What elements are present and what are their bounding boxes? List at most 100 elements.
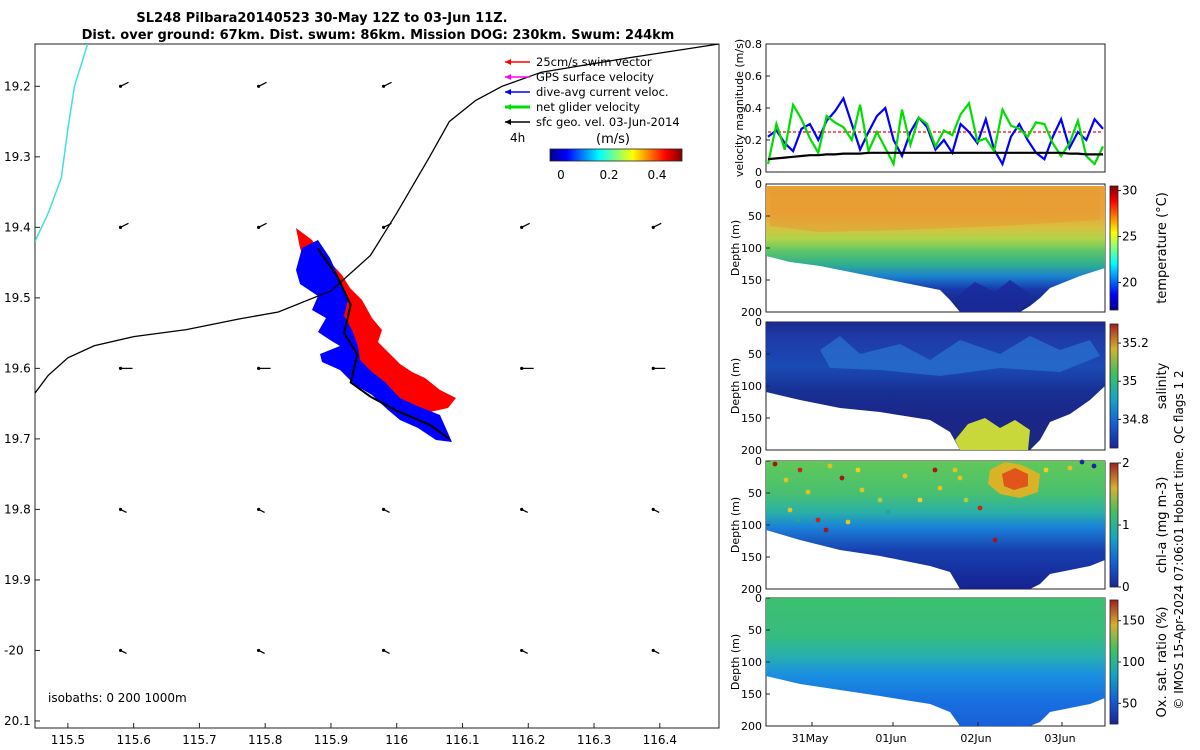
colorbar-label: Ox. sat. ratio (%) <box>1155 607 1170 718</box>
map-cbar-tick-0: 0 <box>557 168 565 182</box>
chl-point <box>992 537 998 543</box>
salinity-surface-patches <box>820 336 1100 376</box>
chl-point <box>772 461 778 467</box>
map-y-tick-label: 19.7 <box>4 432 31 446</box>
chl-point <box>957 475 963 481</box>
velocity-y-axis: 0 0.2 0.4 0.6 0.8 <box>745 38 770 179</box>
depth-tick-label: 50 <box>748 487 762 500</box>
salinity-bottom-high <box>955 418 1030 450</box>
legend-label: 25cm/s swim vector <box>536 55 652 69</box>
map-x-tick-label: 116.4 <box>643 733 677 747</box>
depth-tick-label: 150 <box>741 412 762 425</box>
legend-label: sfc geo. vel. 03-Jun-2014 <box>536 115 680 129</box>
chl-point <box>1091 463 1097 469</box>
current-arrow-head <box>257 507 261 512</box>
depth-tick-label: 50 <box>748 210 762 223</box>
colorbar-tick-label: 50 <box>1122 696 1137 710</box>
depth-tick-label: 0 <box>755 592 762 605</box>
colorbar-tick-label: 34.8 <box>1122 412 1149 426</box>
current-arrow-head <box>520 366 524 370</box>
colorbar-tick-label: 2 <box>1122 456 1130 470</box>
velocity-y-tick-label: 0.8 <box>745 38 763 51</box>
colorbar-tick-label: 150 <box>1122 614 1145 628</box>
depth-tick-label: 50 <box>748 348 762 361</box>
map-x-tick-label: 116.3 <box>577 733 611 747</box>
colorbar-tick-label: 0 <box>1122 580 1130 594</box>
chart-title-line2: Dist. over ground: 67km. Dist. swum: 86k… <box>82 28 675 43</box>
map-panel: 115.5 115.6 115.7 115.8 115.9 116 116.1 116.2 11… <box>4 43 720 747</box>
section-colorbar <box>1109 323 1119 449</box>
map-x-tick-label: 115.5 <box>51 733 85 747</box>
colorbar-unit-label: (m/s) <box>596 132 630 147</box>
depth-tick-label: 200 <box>741 720 762 733</box>
velocity-ylabel: velocity magnitude (m/s) <box>733 39 746 177</box>
depth-tick-label: 0 <box>755 455 762 468</box>
time-tick-label: 31May <box>792 732 829 745</box>
chl-axes: 0 50 100 150 200 Depth (m) 2 1 0 chl-a (mg m-3) <box>729 455 1170 596</box>
current-arrow-head <box>257 84 261 88</box>
depth-tick-label: 100 <box>741 380 762 393</box>
time-tick-label: 03Jun <box>1044 732 1075 745</box>
depth-tick-label: 150 <box>741 688 762 701</box>
map-x-tick-label: 116 <box>385 733 408 747</box>
depth-axis-label: Depth (m) <box>729 358 742 414</box>
section-colorbar <box>1109 185 1119 311</box>
depth-tick-label: 200 <box>741 306 762 319</box>
depth-tick-label: 200 <box>741 583 762 596</box>
chl-point <box>885 509 891 515</box>
section-colorbar <box>1109 599 1119 725</box>
depth-axis-label: Depth (m) <box>729 497 742 553</box>
chl-point <box>827 463 833 469</box>
temperature-deep-patch <box>955 280 1030 312</box>
chl-point <box>1043 467 1049 473</box>
chl-point <box>805 489 811 495</box>
current-arrow-head <box>520 648 524 653</box>
chl-point <box>797 467 803 473</box>
salinity-panel: 0 50 100 150 200 Depth (m) 35.2 35 34.8 salinity <box>729 316 1170 457</box>
current-arrow-head <box>520 507 524 512</box>
chl-point <box>795 517 801 523</box>
colorbar-label: salinity <box>1155 362 1170 409</box>
chl-point <box>937 485 943 491</box>
chl-point <box>845 519 851 525</box>
colorbar-tick-label: 35.2 <box>1122 336 1149 350</box>
current-arrow-head <box>651 225 655 229</box>
chl-point <box>787 507 793 513</box>
map-x-tick-label: 115.6 <box>116 733 150 747</box>
temperature-axes: 0 50 100 150 200 Depth (m) 30 25 20 temperature (… <box>729 178 1170 319</box>
legend-label: net glider velocity <box>536 100 640 114</box>
chl-point <box>783 477 789 483</box>
current-arrow-head <box>651 366 655 370</box>
velocity-y-tick-label: 0.2 <box>745 134 763 147</box>
map-y-tick-label: 19.8 <box>4 502 31 516</box>
colorbar-tick-label: 100 <box>1122 655 1145 669</box>
legend-arrowhead <box>505 74 511 80</box>
oxygen-field <box>766 598 1105 726</box>
depth-tick-label: 100 <box>741 656 762 669</box>
map-y-tick-label: 19.3 <box>4 150 31 164</box>
velocity-panel: 0 0.2 0.4 0.6 0.8 velocity magnitude (m/s) <box>733 38 1106 179</box>
map-y-tick-label: 19.5 <box>4 291 31 305</box>
chl-point <box>952 467 958 473</box>
current-arrow-head <box>118 366 123 370</box>
map-x-tick-label: 116.2 <box>511 733 545 747</box>
depth-axis-label: Depth (m) <box>729 220 742 276</box>
map-cbar-tick-1: 0.2 <box>599 168 618 182</box>
velocity-y-tick-label: 0.6 <box>745 70 763 83</box>
map-y-tick-label: 19.2 <box>4 79 31 93</box>
map-x-tick-label: 115.8 <box>248 733 282 747</box>
map-x-tick-label: 116.1 <box>445 733 479 747</box>
map-y-tick-label: 19.9 <box>4 573 31 587</box>
current-arrow-field <box>118 81 666 654</box>
velocity-series-2 <box>766 100 1104 168</box>
map-cbar-tick-2: 0.4 <box>647 168 666 182</box>
chl-panel: 0 50 100 150 200 Depth (m) 2 1 0 chl-a (mg m-3) <box>729 455 1170 596</box>
isobath-line <box>35 44 89 242</box>
chl-point <box>1067 465 1073 471</box>
chl-point <box>1079 459 1085 465</box>
depth-tick-label: 200 <box>741 444 762 457</box>
chl-point <box>855 467 861 473</box>
current-arrow-head <box>520 225 524 229</box>
